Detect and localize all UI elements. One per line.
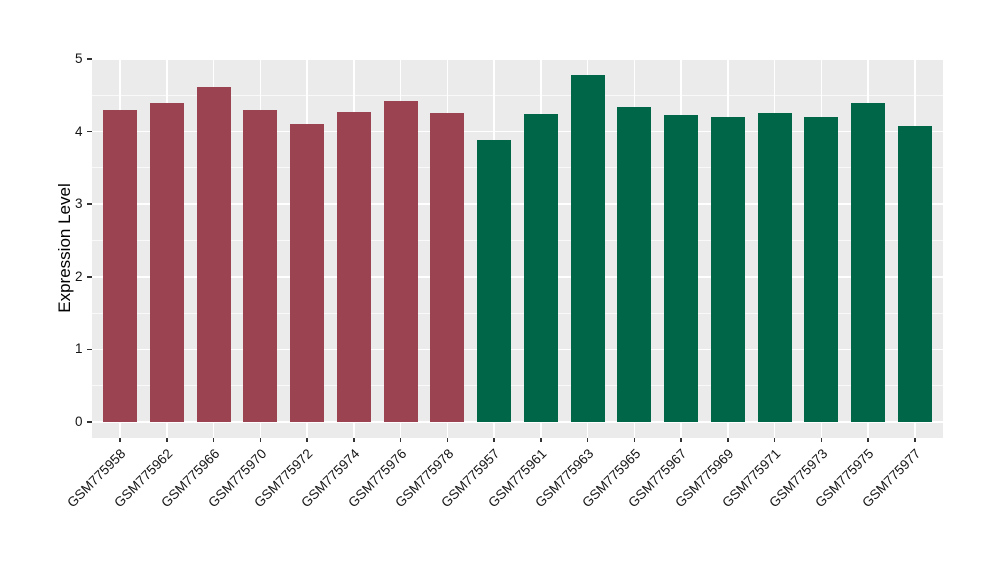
y-tick-mark xyxy=(86,276,92,278)
x-tick-mark xyxy=(212,437,215,442)
y-tick-mark xyxy=(86,58,92,60)
bar-GSM775975 xyxy=(851,103,886,422)
y-tick-label: 0 xyxy=(74,414,83,429)
x-tick-mark xyxy=(914,437,916,442)
bar-GSM775958 xyxy=(103,109,138,422)
y-tick-label: 4 xyxy=(74,123,83,139)
major-gridline xyxy=(92,421,943,423)
x-tick-mark xyxy=(306,437,308,442)
x-tick-mark xyxy=(727,437,729,442)
minor-gridline xyxy=(92,167,943,169)
x-tick-mark xyxy=(773,437,776,442)
major-gridline xyxy=(92,58,943,60)
bar-GSM775974 xyxy=(336,111,371,422)
major-gridline xyxy=(92,130,943,133)
x-tick-mark xyxy=(680,437,682,442)
minor-gridline xyxy=(92,240,943,241)
x-tick-mark xyxy=(586,437,589,442)
x-tick-mark xyxy=(353,437,355,442)
y-tick-mark xyxy=(86,348,92,351)
y-tick-label: 1 xyxy=(74,341,83,357)
bar-GSM775970 xyxy=(243,109,278,422)
bar-GSM775967 xyxy=(664,114,699,422)
y-tick-mark xyxy=(86,130,92,133)
bar-GSM775976 xyxy=(383,101,418,422)
y-tick-label: 2 xyxy=(74,268,83,284)
minor-gridline xyxy=(92,312,943,314)
major-gridline xyxy=(92,276,943,278)
bar-GSM775977 xyxy=(897,125,932,422)
plot-panel xyxy=(92,57,943,438)
bar-GSM775978 xyxy=(430,113,465,422)
y-tick-label: 5 xyxy=(74,51,83,66)
bar-GSM775965 xyxy=(617,106,652,422)
x-tick-mark xyxy=(540,437,542,442)
x-tick-mark xyxy=(446,437,449,442)
x-tick-mark xyxy=(633,437,636,442)
x-tick-mark xyxy=(119,437,121,442)
bar-GSM775966 xyxy=(196,87,231,422)
bar-GSM775957 xyxy=(477,140,512,422)
bar-GSM775973 xyxy=(804,117,839,422)
y-tick-mark xyxy=(86,421,92,423)
x-tick-mark xyxy=(399,437,402,442)
bar-GSM775962 xyxy=(149,103,184,422)
bar-GSM775963 xyxy=(570,74,605,422)
major-gridline xyxy=(92,203,943,205)
bar-GSM775961 xyxy=(523,114,558,422)
bar-GSM775971 xyxy=(757,112,792,422)
x-tick-mark xyxy=(259,437,262,442)
minor-gridline xyxy=(92,385,943,387)
x-tick-mark xyxy=(493,437,495,442)
x-tick-mark xyxy=(820,437,823,442)
major-gridline xyxy=(92,348,943,351)
y-tick-label: 3 xyxy=(74,196,83,212)
bar-GSM775972 xyxy=(290,123,325,422)
bar-GSM775969 xyxy=(710,117,745,422)
x-tick-mark xyxy=(867,437,869,442)
minor-gridline xyxy=(92,94,943,96)
x-tick-mark xyxy=(166,437,168,442)
y-tick-mark xyxy=(86,203,92,205)
